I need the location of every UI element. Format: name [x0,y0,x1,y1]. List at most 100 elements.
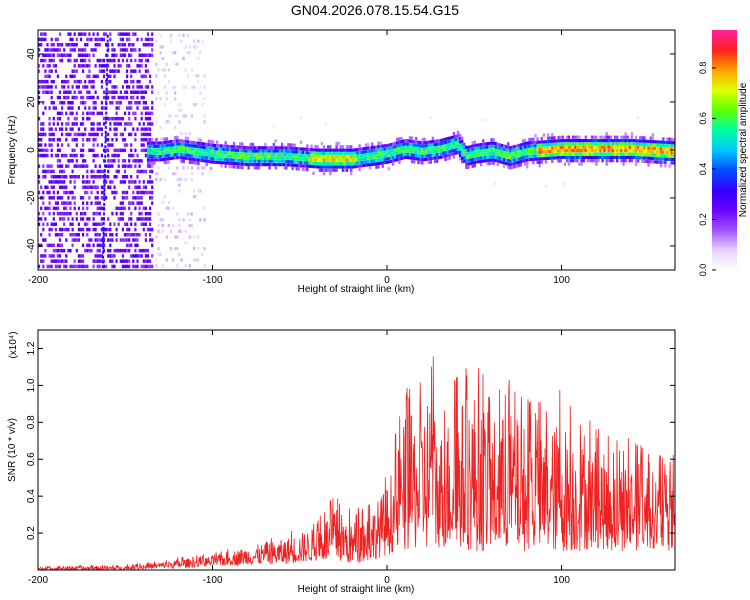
spectrogram-cell [484,149,487,153]
spectrogram-cell [180,146,183,150]
spectrogram-cell [603,155,606,159]
spectrogram-cell [601,145,604,149]
spectrogram-cell [257,152,261,157]
spectrogram-cell [151,32,154,36]
spectrogram-cell [199,51,202,55]
spectrogram-cell [46,169,49,174]
spectrogram-cell [427,150,430,154]
spectrogram-cell [146,211,150,216]
spectrogram-cell [308,151,311,155]
spectrogram-cell [92,148,95,153]
spectrogram-cell [94,238,97,242]
spectrogram-cell [136,217,139,221]
spectrogram-cell [77,222,80,226]
spectrogram-cell [69,264,72,269]
spectrogram-cell [105,53,108,57]
spectrogram-cell [75,175,78,179]
spectrogram-cell [130,101,133,105]
spectrogram-cell [643,136,646,140]
spectrogram-cell [293,153,296,157]
spectrogram-cell [241,155,244,159]
spectrogram-cell [82,243,85,248]
spectrogram-cell [96,243,99,248]
spectrogram-cell [56,48,59,52]
spectrogram-cell [105,78,108,81]
spectrogram-cell [226,144,229,148]
spectrogram-cell [172,258,175,262]
spectrogram-cell [379,141,382,145]
spectrogram-cell [169,33,173,37]
spectrogram-cell [103,212,105,216]
spectrogram-cell [144,106,147,110]
spectrogram-cell [502,157,506,162]
spectrogram-cell [278,163,282,167]
spectrogram-cell [350,145,353,149]
spectrogram-cell [40,243,43,248]
spectrogram-cell [48,164,51,168]
spectrogram-cell [63,222,66,226]
spectrogram-cell [645,153,648,157]
spectrogram-cell [274,159,277,163]
spectrogram-cell [492,141,495,145]
spectrogram-cell [456,151,460,155]
spectrogram-cell [197,137,200,141]
spectrogram-cell [58,58,62,63]
spectrogram-cell [632,139,636,143]
spectrogram-cell [126,238,129,242]
spectrogram-cell [46,85,49,89]
spectrogram-cell [188,235,191,239]
spectrogram-cell [205,142,208,146]
spectrogram-cell [511,152,514,156]
spectrogram-cell [304,154,307,158]
spectrogram-cell [172,156,175,160]
spectrogram-cell [161,200,164,205]
spectrogram-cell [82,233,85,237]
spectrogram-cell [54,264,57,269]
spectrogram-cell [626,139,629,143]
snr-multiplier: (x10⁴) [8,331,19,358]
spectrogram-cell [136,90,139,94]
spectrogram-cell [498,143,502,147]
spectrogram-cell [44,169,47,174]
spectrogram-cell [230,148,234,152]
spectrogram-cell [415,153,418,157]
spectrogram-cell [406,139,409,143]
spectrogram-cell [56,196,59,200]
spectrogram-cell [82,196,85,200]
spectrogram-cell [484,152,487,156]
spectrogram-cell [96,132,99,137]
spectrogram-cell [595,159,598,163]
spectrogram-cell [105,138,108,142]
spectrogram-cell [100,111,103,116]
spectrogram-cell [266,159,269,163]
spectrogram-cell [203,142,206,146]
spectrogram-cell [113,185,116,189]
spectrogram-cell [216,154,219,158]
spectrogram-cell [381,144,384,148]
spectrogram-cell [38,79,41,84]
spectrogram-cell [176,156,179,160]
spectrogram-cell [174,91,177,95]
spectrogram-cell [144,116,147,121]
spectrogram-cell [438,156,441,160]
spectrogram-cell [42,85,45,89]
spectrogram-cell [111,238,114,242]
spectrogram-cell [54,37,57,42]
spectrogram-cell [44,238,47,242]
spectrogram-cell [140,74,143,79]
spectrogram-cell [425,144,428,148]
spectrogram-cell [100,37,103,42]
spectrogram-cell [203,166,206,170]
spectrogram-cell [71,159,74,163]
spectrogram-cell [184,136,187,140]
spectrogram-cell [446,150,449,154]
spectrogram-cell [172,149,175,153]
spectrogram-cell [362,147,365,151]
spectrogram-cell [498,153,502,157]
spectrogram-cell [440,152,443,156]
spectrogram-cell [42,211,45,216]
spectrogram-cell [92,211,95,216]
spectrogram-cell [618,139,621,143]
spectrogram-cell [203,97,206,101]
